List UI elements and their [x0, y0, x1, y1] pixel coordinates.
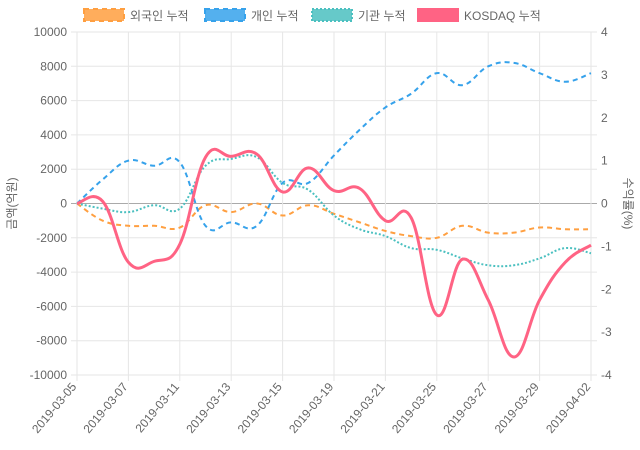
series-line-1: [76, 61, 592, 232]
y2-tick-label: 2: [601, 111, 608, 125]
legend-swatch: [417, 8, 459, 22]
y-tick-label: -2000: [36, 231, 67, 245]
x-tick-label: 2019-03-27: [440, 380, 490, 436]
series-line-0: [76, 202, 592, 240]
y2-tick-label: 0: [601, 197, 608, 211]
legend-swatch: [204, 8, 246, 22]
y2-tick-label: 4: [601, 25, 608, 39]
y-tick-label: 8000: [40, 59, 67, 73]
x-tick-label: 2019-03-29: [492, 380, 542, 436]
y-tick-label: 0: [60, 197, 67, 211]
series-line-3: [76, 147, 592, 359]
y2-tick-label: 1: [601, 154, 608, 168]
x-tick-label: 2019-03-19: [286, 380, 336, 436]
legend-label: 개인 누적: [251, 9, 299, 23]
legend-swatch: [311, 8, 353, 22]
y-tick-label: 4000: [40, 128, 67, 142]
legend-label: 기관 누적: [358, 9, 406, 23]
y-tick-label: -10000: [30, 368, 68, 382]
x-tick-label: 2019-03-05: [29, 380, 79, 436]
legend-label: 외국인 누적: [130, 9, 189, 23]
y-tick-label: -6000: [36, 299, 67, 313]
y2-tick-label: 3: [601, 68, 608, 82]
legend-swatch: [83, 8, 125, 22]
y-tick-label: 6000: [40, 94, 67, 108]
y2-tick-label: -3: [601, 325, 612, 339]
x-tick-label: 2019-03-25: [389, 380, 439, 436]
legend-label: KOSDAQ 누적: [464, 9, 541, 23]
x-tick-label: 2019-03-07: [81, 380, 131, 436]
y-tick-label: -8000: [36, 334, 67, 348]
y2-tick-label: -4: [601, 368, 612, 382]
x-tick-label: 2019-03-15: [235, 380, 285, 436]
x-tick-label: 2019-03-11: [132, 380, 182, 436]
y2-axis-label: 수익률(%): [621, 178, 635, 230]
y-tick-label: 2000: [40, 162, 67, 176]
x-tick-label: 2019-04-02: [543, 380, 593, 436]
x-tick-label: 2019-03-21: [338, 380, 388, 436]
x-tick-label: 2019-03-13: [183, 380, 233, 436]
y2-tick-label: -1: [601, 239, 612, 253]
series-line-2: [76, 154, 592, 268]
y-tick-label: 10000: [34, 25, 68, 39]
y-axis-label: 금액(억원): [5, 177, 19, 229]
y2-tick-label: -2: [601, 282, 612, 296]
y-tick-label: -4000: [36, 265, 67, 279]
